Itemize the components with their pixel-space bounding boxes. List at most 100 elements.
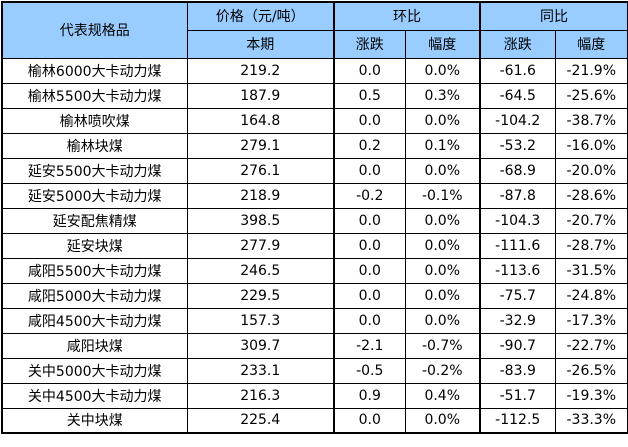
header-price-group: 价格（元/吨）: [186, 1, 335, 31]
cell-mom-pct: -0.2%: [404, 357, 481, 384]
table-row: 关中4500大卡动力煤 216.3 0.9 0.4% -51.7 -19.3%: [1, 382, 628, 409]
cell-mom-change: 0.0: [333, 232, 406, 259]
cell-mom-pct: 0.0%: [404, 157, 481, 184]
cell-yoy-pct: -16.0%: [554, 132, 628, 159]
table-row: 咸阳5000大卡动力煤 229.5 0.0 0.0% -75.7 -24.8%: [1, 282, 628, 309]
table-row: 榆林块煤 279.1 0.2 0.1% -53.2 -16.0%: [1, 132, 628, 159]
header-yoy-pct: 幅度: [554, 29, 628, 59]
cell-yoy-pct: -26.5%: [554, 357, 628, 384]
cell-yoy-change: -32.9: [479, 307, 556, 334]
cell-yoy-pct: -28.7%: [554, 232, 628, 259]
cell-price: 246.5: [186, 257, 335, 284]
cell-price: 309.7: [186, 332, 335, 359]
header-product: 代表规格品: [1, 1, 188, 59]
cell-product: 关中块煤: [1, 407, 188, 434]
cell-product: 延安配焦精煤: [1, 207, 188, 234]
header-yoy-group: 同比: [479, 1, 628, 31]
cell-mom-pct: 0.0%: [404, 57, 481, 84]
cell-yoy-change: -64.5: [479, 82, 556, 109]
header-row-sub: 本期 涨跌 幅度 涨跌 幅度: [2, 29, 628, 59]
cell-yoy-change: -61.6: [479, 57, 556, 84]
cell-product: 榆林6000大卡动力煤: [1, 57, 188, 84]
coal-price-table: 代表规格品 价格（元/吨） 环比 同比 本期 涨跌 幅度 涨跌 幅度 榆林600…: [1, 1, 628, 434]
cell-mom-pct: 0.0%: [404, 307, 481, 334]
table-row: 延安5500大卡动力煤 276.1 0.0 0.0% -68.9 -20.0%: [1, 157, 628, 184]
cell-yoy-change: -75.7: [479, 282, 556, 309]
cell-price: 276.1: [186, 157, 335, 184]
cell-product: 关中4500大卡动力煤: [1, 382, 188, 409]
cell-yoy-change: -111.6: [479, 232, 556, 259]
header-yoy-change: 涨跌: [479, 29, 556, 59]
cell-yoy-pct: -31.5%: [554, 257, 628, 284]
cell-yoy-pct: -17.3%: [554, 307, 628, 334]
cell-mom-change: 0.0: [333, 407, 406, 434]
cell-yoy-pct: -38.7%: [554, 107, 628, 134]
table-row: 榆林5500大卡动力煤 187.9 0.5 0.3% -64.5 -25.6%: [1, 82, 628, 109]
header-mom-change: 涨跌: [333, 29, 406, 59]
cell-yoy-change: -104.2: [479, 107, 556, 134]
cell-mom-change: 0.0: [333, 157, 406, 184]
header-current-period: 本期: [186, 29, 335, 59]
cell-yoy-pct: -25.6%: [554, 82, 628, 109]
cell-mom-change: 0.0: [333, 282, 406, 309]
header-mom-group: 环比: [333, 1, 481, 31]
cell-yoy-pct: -19.3%: [554, 382, 628, 409]
cell-price: 398.5: [186, 207, 335, 234]
table-row: 咸阳4500大卡动力煤 157.3 0.0 0.0% -32.9 -17.3%: [1, 307, 628, 334]
cell-yoy-change: -51.7: [479, 382, 556, 409]
cell-price: 187.9: [186, 82, 335, 109]
table-body: 榆林6000大卡动力煤 219.2 0.0 0.0% -61.6 -21.9% …: [1, 57, 628, 434]
cell-yoy-change: -90.7: [479, 332, 556, 359]
cell-product: 榆林块煤: [1, 132, 188, 159]
cell-mom-change: -0.2: [333, 182, 406, 209]
cell-mom-pct: -0.1%: [404, 182, 481, 209]
cell-mom-pct: 0.1%: [404, 132, 481, 159]
cell-mom-pct: 0.4%: [404, 382, 481, 409]
cell-product: 延安5000大卡动力煤: [1, 182, 188, 209]
cell-mom-pct: 0.0%: [404, 282, 481, 309]
cell-yoy-pct: -21.9%: [554, 57, 628, 84]
cell-mom-pct: 0.0%: [404, 257, 481, 284]
cell-product: 榆林5500大卡动力煤: [1, 82, 188, 109]
cell-mom-change: -0.5: [333, 357, 406, 384]
cell-price: 279.1: [186, 132, 335, 159]
cell-yoy-pct: -28.6%: [554, 182, 628, 209]
table-row: 延安配焦精煤 398.5 0.0 0.0% -104.3 -20.7%: [1, 207, 628, 234]
table-row: 榆林喷吹煤 164.8 0.0 0.0% -104.2 -38.7%: [1, 107, 628, 134]
table-row: 延安块煤 277.9 0.0 0.0% -111.6 -28.7%: [1, 232, 628, 259]
cell-yoy-pct: -20.7%: [554, 207, 628, 234]
table-row: 关中块煤 225.4 0.0 0.0% -112.5 -33.3%: [1, 407, 628, 434]
table-header: 代表规格品 价格（元/吨） 环比 同比 本期 涨跌 幅度 涨跌 幅度: [1, 1, 628, 59]
cell-mom-change: -2.1: [333, 332, 406, 359]
cell-yoy-change: -104.3: [479, 207, 556, 234]
cell-price: 157.3: [186, 307, 335, 334]
table-row: 关中5000大卡动力煤 233.1 -0.5 -0.2% -83.9 -26.5…: [1, 357, 628, 384]
cell-mom-change: 0.0: [333, 257, 406, 284]
cell-price: 225.4: [186, 407, 335, 434]
cell-mom-pct: 0.0%: [404, 107, 481, 134]
cell-mom-change: 0.0: [333, 57, 406, 84]
cell-product: 延安5500大卡动力煤: [1, 157, 188, 184]
cell-price: 233.1: [186, 357, 335, 384]
table-row: 延安5000大卡动力煤 218.9 -0.2 -0.1% -87.8 -28.6…: [1, 182, 628, 209]
cell-yoy-change: -68.9: [479, 157, 556, 184]
cell-yoy-pct: -24.8%: [554, 282, 628, 309]
table-row: 榆林6000大卡动力煤 219.2 0.0 0.0% -61.6 -21.9%: [1, 57, 628, 84]
cell-price: 229.5: [186, 282, 335, 309]
cell-price: 277.9: [186, 232, 335, 259]
cell-mom-pct: 0.0%: [404, 232, 481, 259]
cell-mom-change: 0.0: [333, 107, 406, 134]
cell-mom-pct: 0.0%: [404, 207, 481, 234]
cell-product: 咸阳5500大卡动力煤: [1, 257, 188, 284]
table-row: 咸阳5500大卡动力煤 246.5 0.0 0.0% -113.6 -31.5%: [1, 257, 628, 284]
cell-yoy-pct: -20.0%: [554, 157, 628, 184]
cell-mom-change: 0.5: [333, 82, 406, 109]
cell-yoy-change: -87.8: [479, 182, 556, 209]
cell-mom-pct: -0.7%: [404, 332, 481, 359]
cell-price: 164.8: [186, 107, 335, 134]
cell-mom-change: 0.9: [333, 382, 406, 409]
cell-yoy-change: -113.6: [479, 257, 556, 284]
cell-price: 216.3: [186, 382, 335, 409]
cell-price: 218.9: [186, 182, 335, 209]
